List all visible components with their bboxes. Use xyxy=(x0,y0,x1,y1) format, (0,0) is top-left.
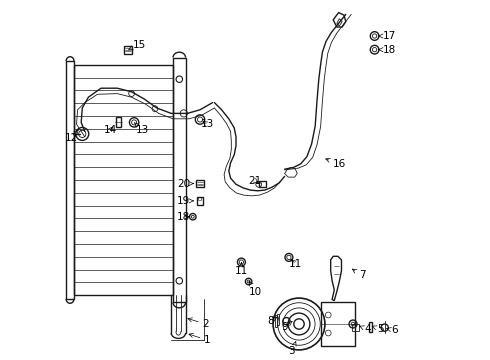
Text: 21: 21 xyxy=(248,176,262,186)
Text: 19: 19 xyxy=(177,196,194,206)
Text: 18: 18 xyxy=(378,45,395,55)
Text: 12: 12 xyxy=(65,130,78,143)
Text: 6: 6 xyxy=(387,325,398,336)
Text: 5: 5 xyxy=(372,324,383,334)
Text: 8: 8 xyxy=(267,316,277,326)
Text: 18: 18 xyxy=(177,212,191,222)
Text: 13: 13 xyxy=(200,119,214,129)
Text: 7: 7 xyxy=(352,269,366,280)
Text: 11: 11 xyxy=(289,258,302,269)
Text: 15: 15 xyxy=(129,40,147,50)
Text: 20: 20 xyxy=(177,179,194,189)
Text: 10: 10 xyxy=(249,282,262,297)
Text: 3: 3 xyxy=(289,342,296,356)
Text: 1: 1 xyxy=(189,333,211,345)
Text: 16: 16 xyxy=(326,158,346,169)
Text: 9: 9 xyxy=(281,321,292,332)
Text: 17: 17 xyxy=(378,31,395,41)
Text: 14: 14 xyxy=(103,125,117,135)
Text: 4: 4 xyxy=(360,324,371,334)
Text: 2: 2 xyxy=(188,318,209,329)
Text: 13: 13 xyxy=(134,122,149,135)
Text: 11: 11 xyxy=(235,263,248,276)
